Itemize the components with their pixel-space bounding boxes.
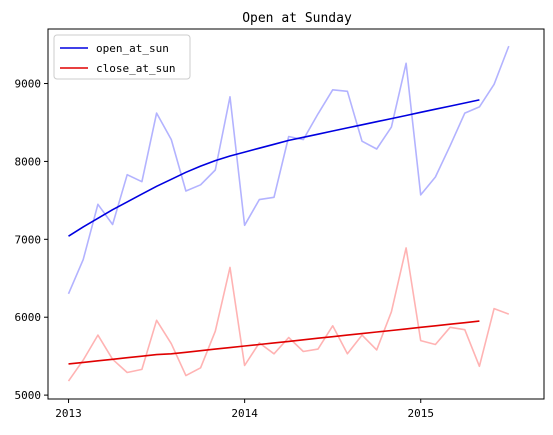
series-line-close_at_sun (68, 320, 480, 365)
y-tick-label: 6000 (15, 311, 42, 324)
series-line-open_at_sun (68, 99, 480, 237)
x-tick-label: 2014 (231, 407, 258, 420)
x-tick-label: 2015 (407, 407, 434, 420)
y-tick-label: 9000 (15, 78, 42, 91)
series-line-series-0 (67, 45, 510, 295)
series-line-series-2 (67, 247, 510, 382)
y-tick-label: 7000 (15, 233, 42, 246)
legend: open_at_sun close_at_sun (53, 34, 191, 80)
legend-label: close_at_sun (96, 62, 175, 75)
axis-ticks: 5000 6000 7000 8000 9000 2013 2014 2015 (15, 78, 434, 420)
chart-title: Open at Sunday (242, 11, 352, 26)
series-layer (67, 45, 510, 382)
plot-area-frame (47, 28, 545, 400)
x-tick-label: 2013 (55, 407, 82, 420)
y-tick-label: 8000 (15, 155, 42, 168)
legend-label: open_at_sun (96, 42, 169, 55)
y-tick-label: 5000 (15, 389, 42, 402)
